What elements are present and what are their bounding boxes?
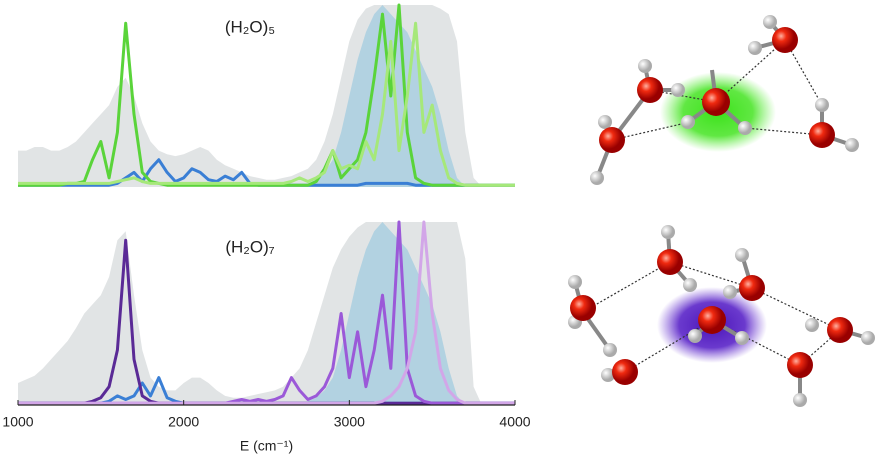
x-tick-label: 2000 — [168, 414, 199, 430]
x-axis-label: E (cm⁻¹) — [240, 438, 293, 454]
spectrum-line — [18, 220, 515, 405]
x-tick-label: 3000 — [334, 414, 365, 430]
panel-title: (H₂O)₅ — [225, 17, 275, 36]
x-tick-label: 1000 — [2, 414, 33, 430]
panel-title: (H₂O)₇ — [225, 237, 274, 256]
spectrum-line — [18, 21, 515, 187]
cluster-7 — [568, 225, 875, 407]
x-tick-label: 4000 — [499, 414, 530, 430]
spectra: (H₂O)₅ (H₂O)₇ 1000 2000 3000 4000 E (cm⁻¹) — [2, 3, 531, 454]
cluster-5 — [590, 15, 859, 185]
spectrum-line — [18, 3, 515, 187]
